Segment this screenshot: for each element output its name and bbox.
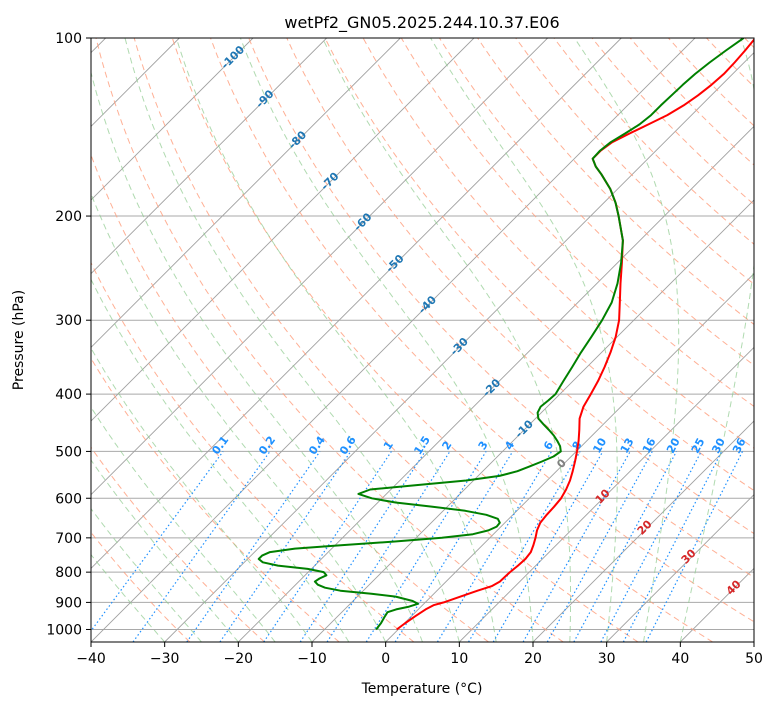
x-tick-label: −30 — [150, 651, 180, 667]
isotherm-line — [91, 38, 475, 422]
y-tick-label: 600 — [55, 491, 82, 507]
isotherm-line — [459, 346, 754, 642]
moist-adiabat-line — [175, 38, 497, 642]
isotherm-line — [91, 38, 622, 569]
mixing-ratio-line — [467, 451, 581, 642]
isotherm-line — [385, 273, 754, 642]
isotherm-line — [238, 125, 754, 642]
x-tick-label: 50 — [745, 651, 763, 667]
x-tick-label: 20 — [524, 651, 542, 667]
x-tick-label: −40 — [76, 651, 106, 667]
moist-adiabat-line — [679, 38, 754, 642]
x-tick-label: 30 — [598, 651, 616, 667]
dry-adiabat-line — [91, 446, 265, 642]
dry-adiabat-line — [95, 38, 564, 642]
dry-adiabat-line — [324, 38, 754, 492]
mixing-ratio-label: 25 — [689, 436, 708, 456]
moist-adiabat-line — [91, 347, 313, 642]
y-tick-label: 1000 — [46, 622, 82, 638]
moist-adiabat-line — [239, 38, 534, 642]
dewpoint-profile-line — [257, 38, 745, 631]
dry-adiabat-line — [591, 38, 754, 206]
moist-adiabat-line — [91, 406, 276, 642]
mixing-ratio-label: 36 — [730, 436, 749, 456]
mixing-ratio-line — [492, 451, 604, 642]
mixing-ratio-line — [365, 451, 487, 642]
x-tick-label: 40 — [671, 651, 689, 667]
mixing-ratio-line — [186, 451, 321, 642]
moist-adiabat-line — [430, 38, 618, 642]
moist-adiabat-line — [91, 553, 166, 642]
chart-title: wetPf2_GN05.2025.244.10.37.E06 — [284, 13, 559, 33]
dry-adiabat-line — [477, 38, 754, 326]
y-tick-label: 200 — [55, 209, 82, 225]
axes: −40 −30 −20 −10 0 10 20 30 40 50 1000 900 800 700 600 5… — [46, 31, 763, 667]
dry-adiabat-line — [133, 38, 639, 642]
isotherm-line — [91, 38, 327, 275]
y-tick-label: 100 — [55, 31, 82, 47]
y-tick-label: 800 — [55, 565, 82, 581]
isotherm-line — [164, 52, 754, 642]
plot-frame — [90, 37, 755, 643]
mixing-ratio-line — [394, 451, 514, 642]
mixing-ratio-line — [573, 451, 678, 642]
mixing-ratio-line — [522, 451, 631, 642]
profile-series — [257, 38, 754, 631]
moist-adiabat-line — [91, 192, 387, 642]
moist-adiabat-line — [91, 278, 350, 642]
temperature-profile-line — [396, 38, 754, 631]
y-axis-title: Pressure (hPa) — [11, 290, 27, 390]
mixing-ratio-line — [436, 451, 553, 642]
x-tick-label: 10 — [450, 651, 468, 667]
mixing-ratio-line — [546, 451, 653, 642]
isotherm-line — [606, 494, 754, 642]
isotherm-line — [91, 38, 401, 348]
moist-adiabat-line — [91, 507, 202, 642]
dry-adiabat-line — [171, 38, 713, 642]
y-tick-label: 500 — [55, 444, 82, 460]
mixing-ratio-line — [132, 451, 271, 642]
y-tick-label: 300 — [55, 313, 82, 329]
x-tick-label: −20 — [224, 651, 254, 667]
moist-adiabat-line — [91, 459, 239, 642]
mixing-ratio-line — [91, 451, 224, 632]
y-tick-label: 900 — [55, 595, 82, 611]
isotherm-line — [91, 38, 548, 496]
mixing-ratio-line — [219, 451, 352, 642]
y-tick-label: 400 — [55, 387, 82, 403]
mixing-ratio-lines — [91, 451, 744, 642]
moist-adiabat-line — [91, 70, 423, 642]
dry-adiabat-line — [515, 38, 754, 285]
isotherm-line — [91, 38, 254, 201]
mixing-ratio-label: 30 — [709, 436, 728, 456]
dry-adiabat-line — [248, 38, 754, 578]
x-tick-label: 0 — [381, 651, 390, 667]
x-axis-title: Temperature (°C) — [361, 681, 483, 697]
dry-adiabat-line — [629, 38, 754, 166]
isotherm-line — [532, 420, 754, 642]
y-tick-label: 700 — [55, 531, 82, 547]
moist-adiabat-line — [574, 38, 680, 642]
dry-adiabat-line — [400, 38, 754, 408]
x-tick-label: −10 — [297, 651, 327, 667]
dry-adiabat-line — [91, 261, 415, 642]
dry-adiabat-line — [210, 38, 754, 623]
